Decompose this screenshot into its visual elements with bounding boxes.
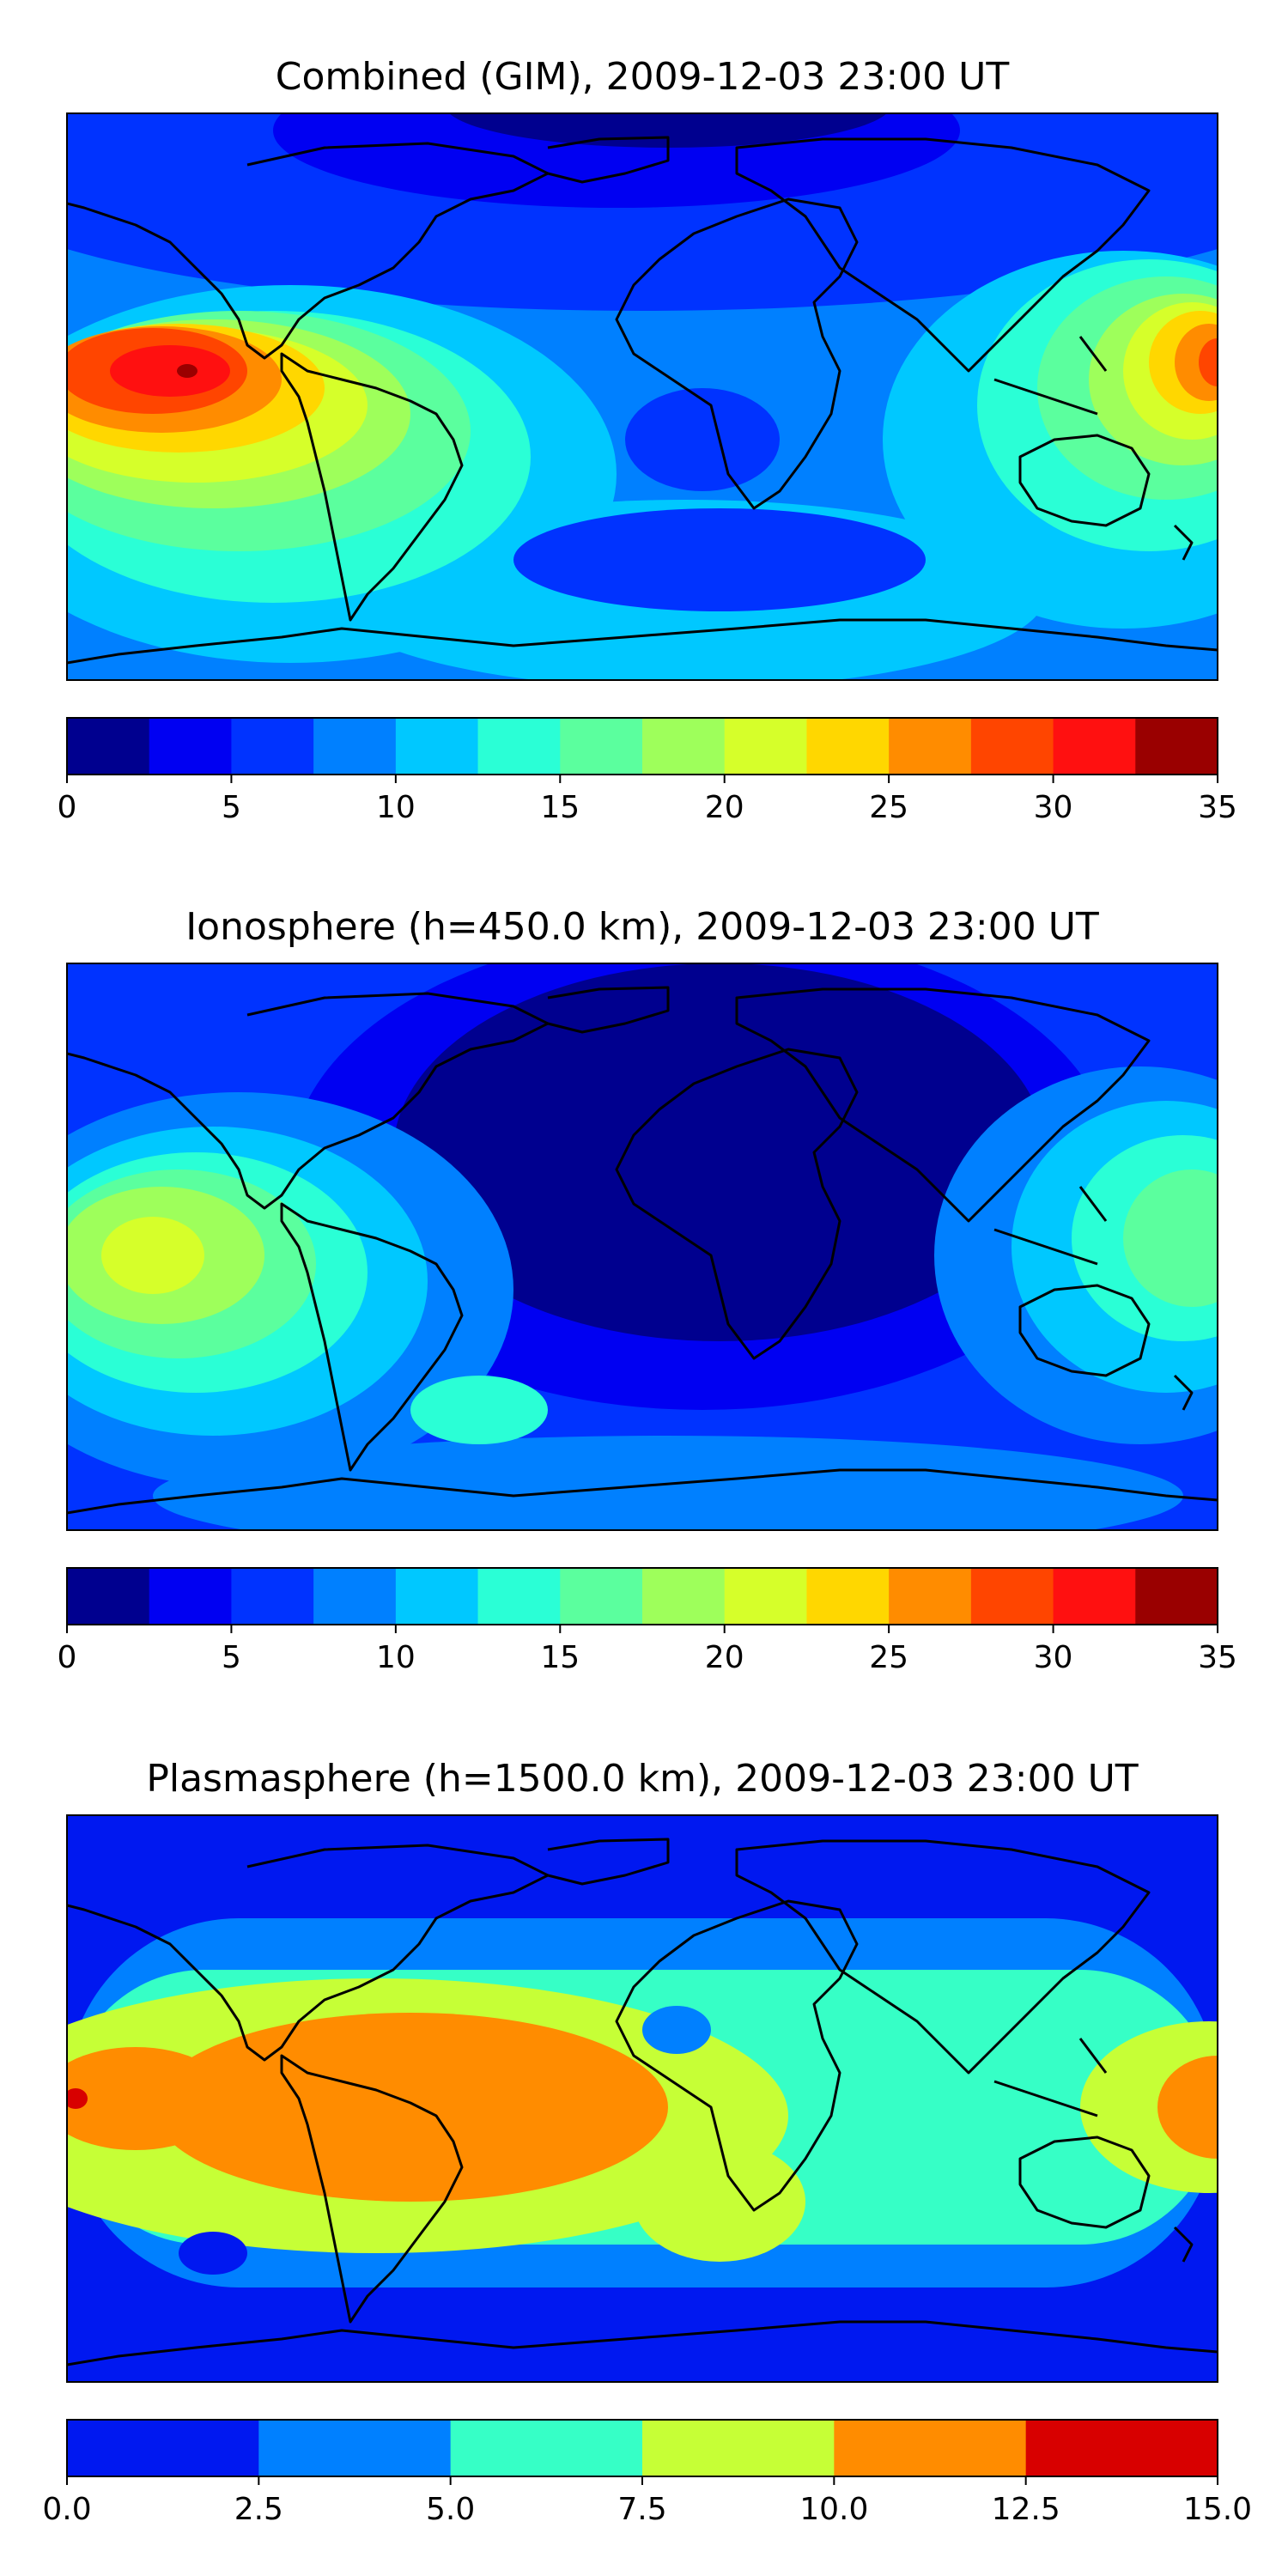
colorbar-tick-label: 30 [1034,790,1073,825]
colorbar-segment [970,1568,1054,1625]
panel-title: Ionosphere (h=450.0 km), 2009-12-03 23:0… [185,905,1099,949]
colorbar-segment [642,2420,835,2476]
colorbar-frame [66,717,1218,775]
colorbar-segment [67,718,150,775]
colorbar-tick-label: 25 [869,790,908,825]
colorbar-tick-label: 10 [376,790,416,825]
colorbar-segment [149,718,232,775]
colorbar-segment [1053,1568,1136,1625]
colorbar-combined: 0 5 10 15 20 25 30 35 [58,717,1237,825]
colorbar-tick-label: 0.0 [42,2492,91,2527]
colorbar-segment [560,1568,643,1625]
colorbar-segment [724,1568,807,1625]
panel-title: Combined (GIM), 2009-12-03 23:00 UT [276,55,1010,99]
panel-title: Plasmasphere (h=1500.0 km), 2009-12-03 2… [146,1757,1138,1801]
colorbar-tick-label: 5 [222,790,241,825]
colorbar-segment [560,718,643,775]
colorbar-tick-label: 10.0 [799,2492,868,2527]
colorbar-ionosphere: 0 5 10 15 20 25 30 35 [58,1567,1237,1675]
colorbar-tick-label: 7.5 [617,2492,666,2527]
panel-ionosphere: Ionosphere (h=450.0 km), 2009-12-03 23:0… [58,905,1237,1675]
colorbar-tick-label: 15 [540,1640,580,1675]
colorbar-segment [724,718,807,775]
colorbar-segment [450,2420,643,2476]
colorbar-segment [970,718,1054,775]
colorbar-segment [477,718,561,775]
colorbar-segment [889,718,972,775]
colorbar-tick-label: 25 [869,1640,908,1675]
map-combined [66,112,1218,681]
map-plasmasphere [66,1814,1218,2383]
colorbar-tick-label: 0 [58,1640,77,1675]
colorbar-tick-label: 2.5 [234,2492,283,2527]
colorbar-segment [1135,1568,1218,1625]
colorbar-plasmasphere: 0.0 2.5 5.0 7.5 10.0 12.5 15.0 [42,2419,1252,2527]
colorbar-segment [313,718,397,775]
colorbar-segment [642,718,726,775]
colorbar-segment [477,1568,561,1625]
colorbar-tick-label: 35 [1198,790,1237,825]
colorbar-segment [642,1568,726,1625]
colorbar-segment [67,1568,150,1625]
colorbar-segment [1135,718,1218,775]
colorbar-segment [313,1568,397,1625]
colorbar-frame [66,1567,1218,1625]
colorbar-tick-label: 20 [705,1640,744,1675]
colorbar-segment [231,718,314,775]
colorbar-segment [231,1568,314,1625]
colorbar-segment [1053,718,1136,775]
colorbar-tick-label: 5 [222,1640,241,1675]
panel-plasmasphere: Plasmasphere (h=1500.0 km), 2009-12-03 2… [42,1757,1252,2527]
panel-combined: Combined (GIM), 2009-12-03 23:00 UT [58,55,1237,825]
colorbar-segment [395,1568,479,1625]
colorbar-segment [889,1568,972,1625]
colorbar-tick-label: 20 [705,790,744,825]
colorbar-segment [834,2420,1027,2476]
colorbar-segment [806,1568,890,1625]
colorbar-tick-label: 5.0 [426,2492,475,2527]
colorbar-tick-label: 12.5 [992,2492,1060,2527]
colorbar-tick-label: 15 [540,790,580,825]
colorbar-segment [1025,2420,1218,2476]
colorbar-segment [806,718,890,775]
colorbar-tick-label: 15.0 [1183,2492,1252,2527]
colorbar-segment [258,2420,452,2476]
colorbar-segment [395,718,479,775]
colorbar-segment [149,1568,232,1625]
colorbar-segment [67,2420,259,2476]
colorbar-tick-label: 10 [376,1640,416,1675]
colorbar-tick-label: 35 [1198,1640,1237,1675]
colorbar-tick-label: 30 [1034,1640,1073,1675]
map-ionosphere [66,963,1218,1531]
colorbar-tick-label: 0 [58,790,77,825]
